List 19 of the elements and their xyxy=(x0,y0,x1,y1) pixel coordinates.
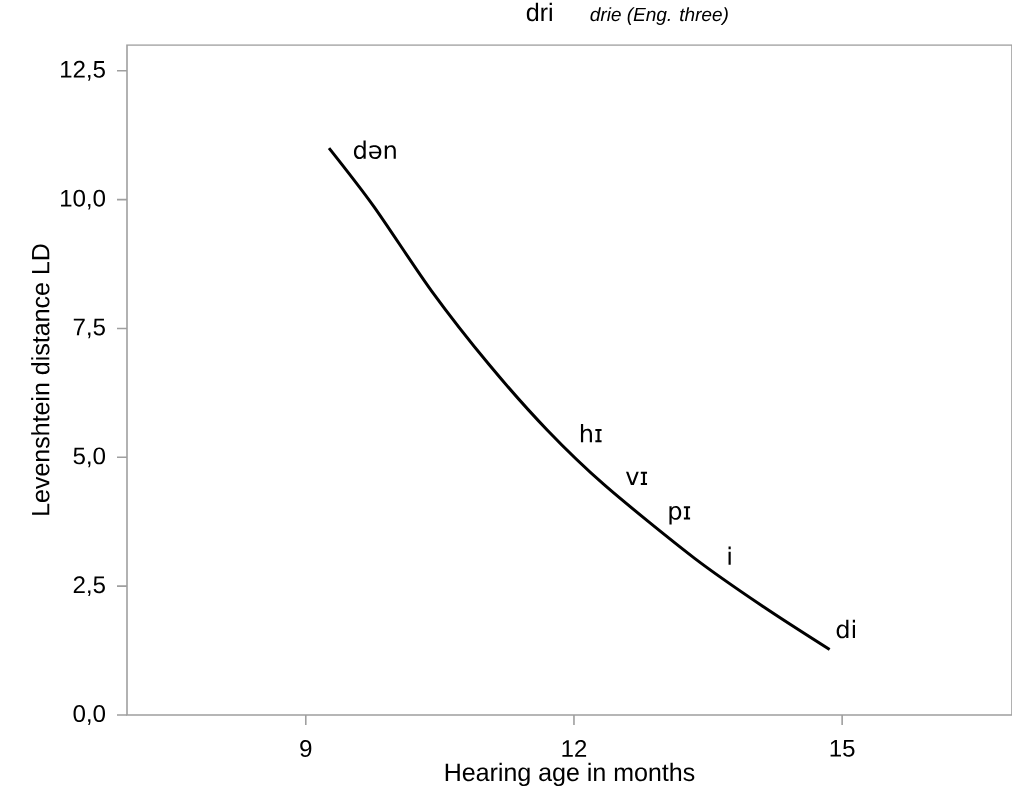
x-axis-title: Hearing age in months xyxy=(445,762,695,787)
chart-title: dri xyxy=(526,2,552,22)
annotation: di xyxy=(836,619,856,639)
annotation: pɪ xyxy=(669,506,691,525)
y-tick-label: 2,5 xyxy=(73,576,105,597)
x-tick-label: 12 xyxy=(562,740,587,757)
chart-subtitle: drie (Eng. three) xyxy=(590,7,728,25)
x-tick-label: 9 xyxy=(300,740,312,758)
y-tick-label: 12,5 xyxy=(61,60,105,81)
y-tick-label: 0,0 xyxy=(73,705,106,725)
y-tick-label: 10,0 xyxy=(61,189,106,210)
y-axis-title: Levenshtein distance LD xyxy=(31,244,50,515)
annotation: vɪ xyxy=(625,471,648,485)
y-tick-label: 7,5 xyxy=(73,318,105,339)
annotation: dən xyxy=(353,140,396,160)
y-tick-label: 5,0 xyxy=(73,447,106,468)
annotation: hɪ xyxy=(580,423,602,443)
annotation: i xyxy=(728,546,731,565)
x-tick-label: 15 xyxy=(830,740,855,757)
